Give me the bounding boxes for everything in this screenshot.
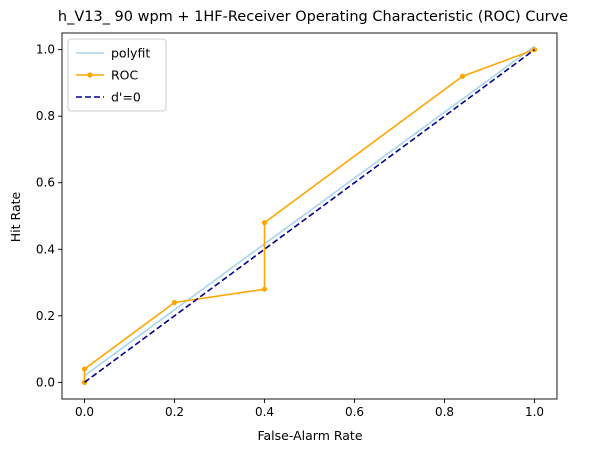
- series-point-1: [531, 47, 538, 53]
- y-tick-label: 0.0: [36, 375, 55, 389]
- legend-marker-1: [87, 72, 93, 78]
- legend-label-2: d'=0: [111, 90, 141, 105]
- y-tick-label: 0.2: [36, 309, 55, 323]
- series-layer: [81, 45, 538, 385]
- axes-layer: 0.0 0.2 0.4 0.6 0.8 1.0 0.0 0.2 0.4 0.6 0.8 1.0: [36, 32, 558, 419]
- legend-label-0: polyfit: [111, 46, 150, 61]
- y-tick-label: 1.0: [36, 43, 55, 57]
- series-point-1: [261, 220, 268, 226]
- x-tick-label: 0.4: [255, 405, 274, 419]
- series-line-0: [84, 45, 535, 377]
- series-point-1: [261, 286, 268, 292]
- x-axis-label: False-Alarm Rate: [257, 428, 362, 443]
- legend: polyfit ROC d'=0: [67, 38, 167, 112]
- y-tick-label: 0.6: [36, 176, 55, 190]
- y-axis-label: Hit Rate: [8, 191, 23, 242]
- x-tick-label: 0.2: [165, 405, 184, 419]
- x-tick-label: 1.0: [525, 405, 544, 419]
- series-point-1: [171, 299, 178, 306]
- x-tick-label: 0.0: [75, 405, 94, 419]
- y-tick-label: 0.8: [36, 109, 55, 123]
- plot-frame: [61, 32, 558, 400]
- series-point-1: [459, 73, 466, 79]
- y-tick-label: 0.4: [36, 242, 55, 256]
- series-line-2: [84, 48, 535, 384]
- chart-title: h_V13_ 90 wpm + 1HF-Receiver Operating C…: [58, 9, 568, 25]
- x-tick-label: 0.8: [435, 405, 454, 419]
- legend-label-1: ROC: [111, 68, 139, 83]
- legend-box: [67, 38, 167, 112]
- x-tick-label: 0.6: [345, 405, 364, 419]
- series-point-1: [81, 366, 88, 372]
